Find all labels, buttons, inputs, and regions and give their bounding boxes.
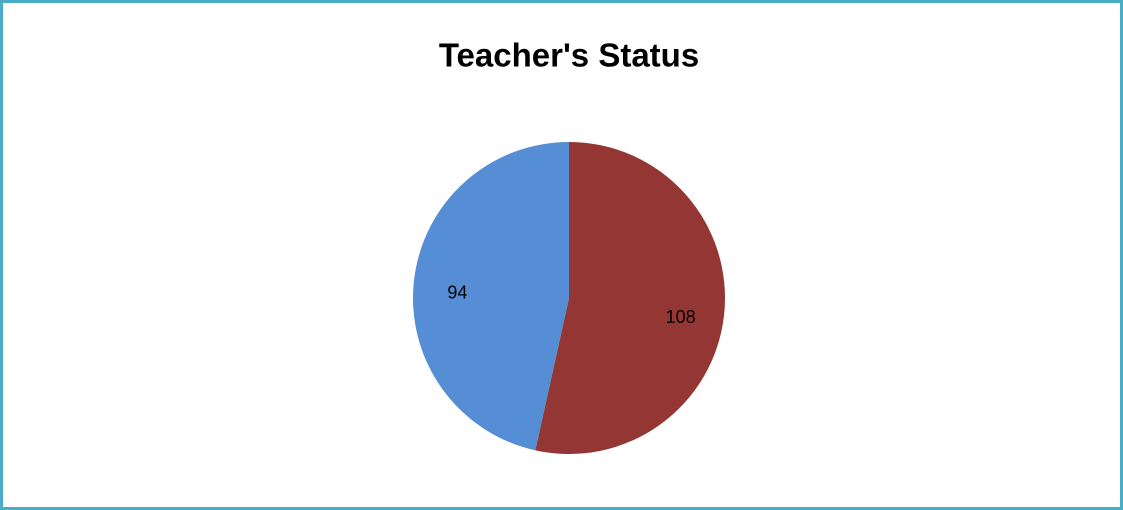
data-label: 94 xyxy=(447,283,467,303)
data-label: 108 xyxy=(666,307,696,327)
chart-title: Teacher's Status xyxy=(439,37,699,74)
pie-slice xyxy=(412,142,569,451)
pie-slice xyxy=(535,142,725,454)
